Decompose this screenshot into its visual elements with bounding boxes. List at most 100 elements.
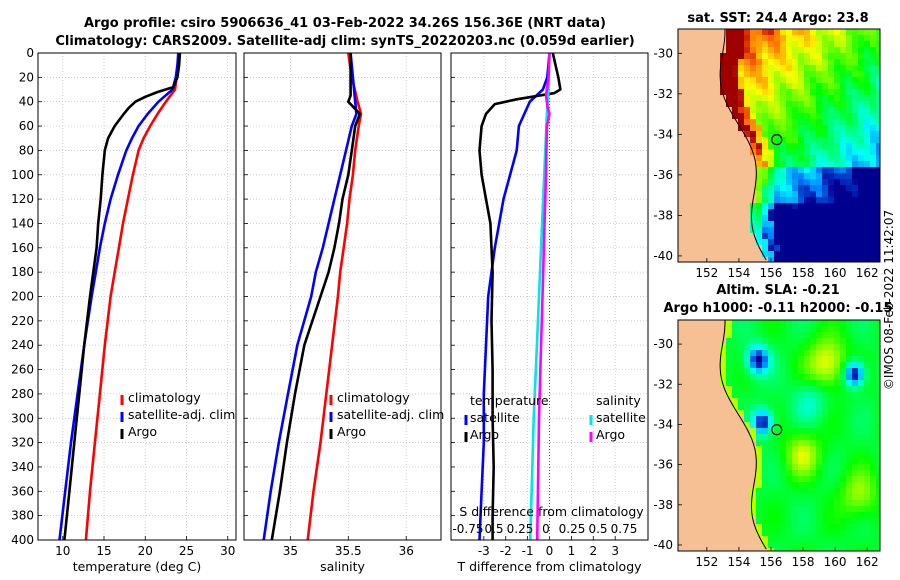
sla-cell: [684, 482, 691, 489]
sla-cell: [756, 374, 763, 381]
sst-cell: [732, 119, 739, 126]
sla-cell: [750, 392, 757, 399]
sst-cell: [732, 233, 739, 240]
sst-cell: [702, 215, 709, 222]
sst-cell: [678, 77, 685, 84]
sst-cell: [744, 185, 751, 192]
sla-cell: [780, 332, 787, 339]
sla-cell: [720, 506, 727, 513]
sla-cell: [852, 398, 859, 405]
sst-cell: [696, 29, 703, 36]
sla-cell: [876, 410, 881, 417]
sst-frame: [677, 28, 881, 263]
sst-cell: [684, 65, 691, 72]
sst-cell: [696, 155, 703, 162]
sla-cell: [744, 344, 751, 351]
diff-xtick-label: -1: [522, 544, 534, 558]
sst-cell: [732, 209, 739, 216]
sla-cell: [678, 416, 685, 423]
sst-cell: [876, 191, 881, 198]
sst-cell: [738, 137, 745, 144]
sla-cell: [774, 362, 781, 369]
sst-cell: [726, 221, 733, 228]
sst-cell: [720, 35, 727, 42]
sla-cell: [792, 482, 799, 489]
sst-cell: [750, 191, 757, 198]
sst-cell: [690, 179, 697, 186]
sst-cell: [786, 29, 793, 36]
sla-cell: [852, 338, 859, 345]
sst-cell: [726, 155, 733, 162]
sst-cell: [768, 233, 775, 240]
sla-cell: [828, 320, 835, 327]
sst-cell: [780, 89, 787, 96]
sla-cell: [726, 350, 733, 357]
sla-cell: [792, 350, 799, 357]
sla-cell: [696, 410, 703, 417]
sla-cell: [792, 392, 799, 399]
sla-cell: [726, 548, 733, 552]
sst-cell: [720, 197, 727, 204]
temp-ytick-label: 120: [11, 192, 34, 206]
sst-cell: [678, 149, 685, 156]
sst-cell: [798, 221, 805, 228]
sla-cell: [726, 374, 733, 381]
sst-cell: [732, 35, 739, 42]
sst-cell: [786, 191, 793, 198]
sst-cell: [756, 101, 763, 108]
sst-cell: [762, 209, 769, 216]
sla-cell: [684, 350, 691, 357]
sst-cell: [864, 155, 871, 162]
sst-cell: [714, 155, 721, 162]
sla-cell: [822, 482, 829, 489]
sst-cell: [756, 233, 763, 240]
sst-cell: [690, 227, 697, 234]
sla-cell: [690, 428, 697, 435]
sla-cell: [756, 512, 763, 519]
sla-cell: [840, 374, 847, 381]
sst-cell: [786, 245, 793, 252]
sst-cell: [750, 161, 757, 168]
sla-cell: [834, 494, 841, 501]
sst-cell: [792, 233, 799, 240]
sst-cell: [876, 179, 881, 186]
sst-cell: [708, 107, 715, 114]
sst-cell: [810, 125, 817, 132]
sla-cell: [786, 326, 793, 333]
sst-cell: [834, 89, 841, 96]
sst-cell: [714, 47, 721, 54]
sst-cell: [864, 95, 871, 102]
sla-cell: [774, 338, 781, 345]
sst-cell: [780, 197, 787, 204]
sst-cell: [780, 125, 787, 132]
sla-cell: [714, 512, 721, 519]
sla-cell: [840, 464, 847, 471]
sla-cell: [678, 368, 685, 375]
sla-cell: [684, 356, 691, 363]
temp-line-climatology: [84, 53, 180, 541]
sst-cell: [726, 113, 733, 120]
sla-cell: [690, 380, 697, 387]
sst-cell: [834, 149, 841, 156]
sst-cell: [798, 143, 805, 150]
sst-cell: [744, 179, 751, 186]
sla-cell: [738, 434, 745, 441]
sla-cell: [702, 332, 709, 339]
sla-cell: [870, 446, 877, 453]
sst-cell: [834, 191, 841, 198]
sla-cell: [780, 350, 787, 357]
sla-cell: [696, 494, 703, 501]
sst-cell: [756, 119, 763, 126]
sst-cell: [774, 143, 781, 150]
sst-cell: [846, 227, 853, 234]
sst-cell: [870, 179, 877, 186]
sst-cell: [834, 233, 841, 240]
sla-cell: [834, 464, 841, 471]
sst-cell: [780, 83, 787, 90]
sla-cell: [768, 344, 775, 351]
sst-cell: [870, 143, 877, 150]
sst-cell: [732, 227, 739, 234]
sla-cell: [792, 422, 799, 429]
sst-ytick-label: -34: [653, 127, 673, 141]
sla-cell: [696, 440, 703, 447]
